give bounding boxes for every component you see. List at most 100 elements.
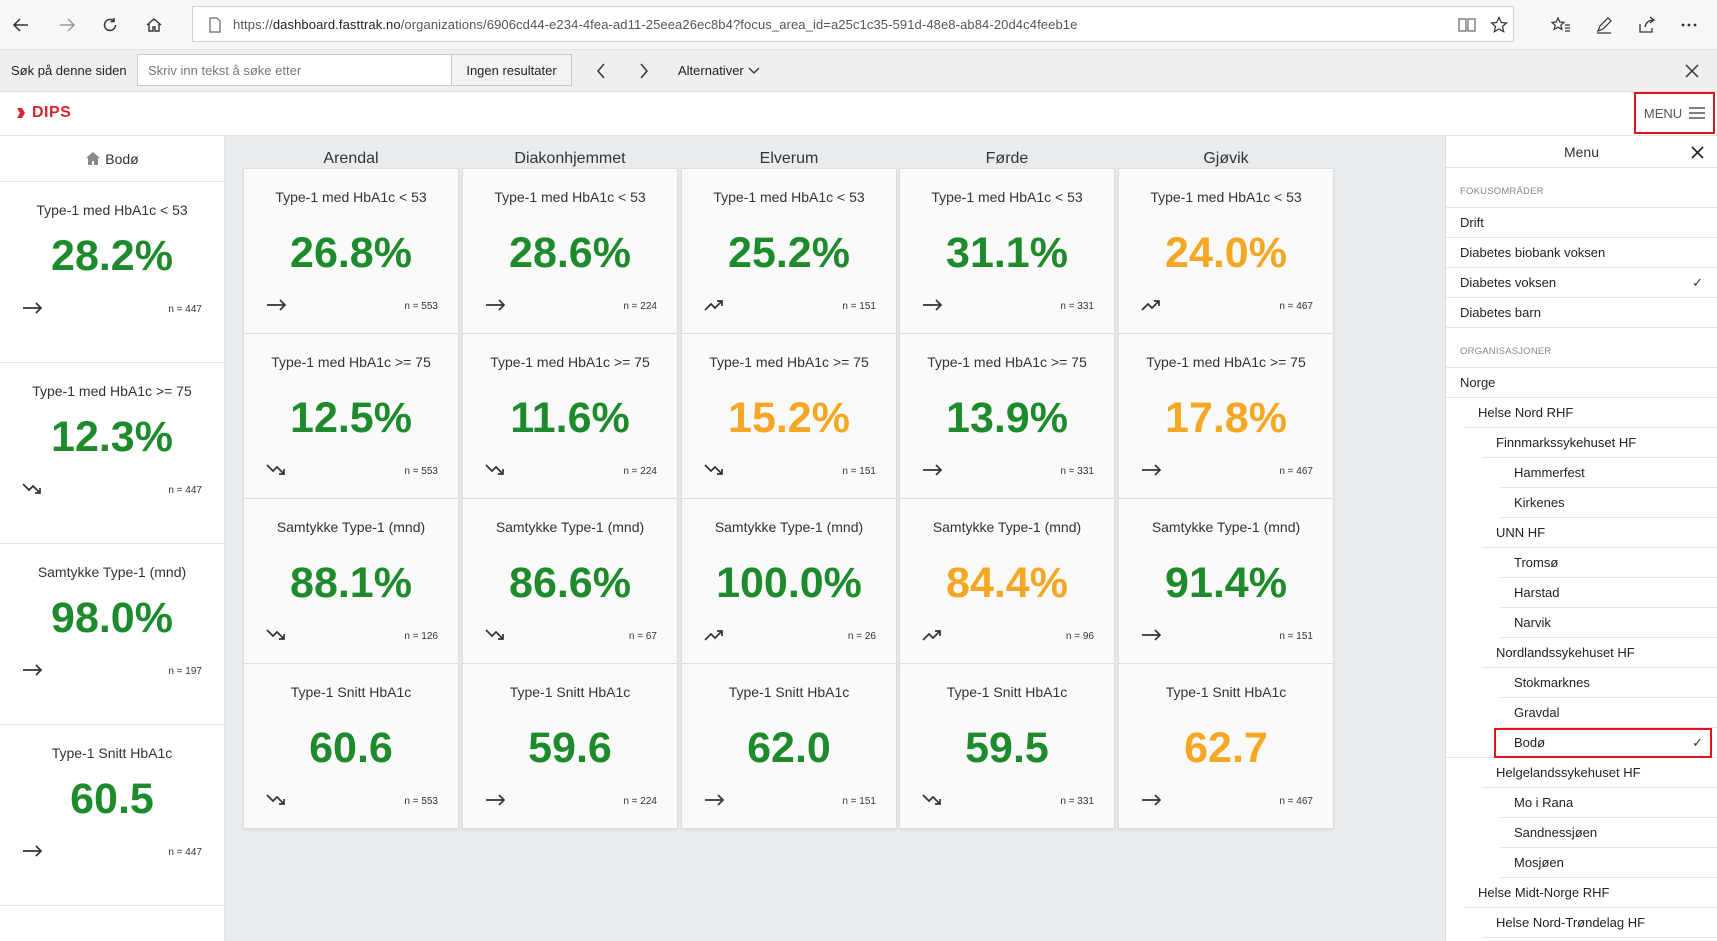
kpi-card[interactable]: Samtykke Type-1 (mnd) 86.6% n = 67 bbox=[462, 498, 678, 664]
forward-icon[interactable] bbox=[50, 8, 84, 42]
organization-item[interactable]: Helse Midt-Norge RHF bbox=[1464, 878, 1717, 908]
column-header[interactable]: Elverum bbox=[759, 150, 819, 167]
kpi-value: 24.0% bbox=[1165, 229, 1287, 277]
organization-item[interactable]: Mo i Rana bbox=[1500, 788, 1717, 818]
kpi-card[interactable]: Type-1 med HbA1c >= 75 12.5% n = 553 bbox=[243, 333, 459, 499]
trend-flat-icon bbox=[485, 792, 507, 808]
organization-item[interactable]: Hammerfest bbox=[1500, 458, 1717, 488]
find-input[interactable] bbox=[137, 54, 452, 86]
kpi-title: Type-1 med HbA1c >= 75 bbox=[490, 354, 650, 370]
refresh-icon[interactable] bbox=[93, 8, 127, 42]
column-header[interactable]: Diakonhjemmet bbox=[514, 150, 626, 167]
current-org-kpi-card[interactable]: Type-1 Snitt HbA1c 60.5 n = 447 bbox=[0, 725, 224, 906]
menu-item-label: Hammerfest bbox=[1514, 465, 1585, 480]
home-icon[interactable] bbox=[137, 8, 171, 42]
organization-item[interactable]: Bodø ✓ bbox=[1446, 728, 1717, 758]
kpi-card[interactable]: Type-1 Snitt HbA1c 60.6 n = 553 bbox=[243, 663, 459, 829]
kpi-card[interactable]: Type-1 med HbA1c >= 75 17.8% n = 467 bbox=[1118, 333, 1334, 499]
comparison-grid: Arendal Type-1 med HbA1c < 53 26.8% n = … bbox=[225, 136, 1445, 941]
find-close-icon[interactable] bbox=[1680, 59, 1704, 83]
organization-item[interactable]: Kirkenes bbox=[1500, 488, 1717, 518]
kpi-card[interactable]: Type-1 med HbA1c < 53 26.8% n = 553 bbox=[243, 168, 459, 334]
organization-item[interactable]: Mosjøen bbox=[1500, 848, 1717, 878]
kpi-card[interactable]: Samtykke Type-1 (mnd) 84.4% n = 96 bbox=[899, 498, 1115, 664]
favorite-star-icon[interactable] bbox=[1489, 15, 1509, 35]
address-bar[interactable]: https://dashboard.fasttrak.no/organizati… bbox=[192, 6, 1514, 42]
pen-icon[interactable] bbox=[1587, 8, 1621, 42]
home-icon bbox=[86, 152, 101, 165]
dips-logo[interactable]: DIPS bbox=[16, 104, 71, 122]
organization-item[interactable]: Narvik bbox=[1500, 608, 1717, 638]
focus-area-item[interactable]: Drift bbox=[1446, 208, 1717, 238]
trend-flat-icon bbox=[22, 300, 44, 316]
kpi-card[interactable]: Type-1 Snitt HbA1c 59.5 n = 331 bbox=[899, 663, 1115, 829]
organization-item[interactable]: Gravdal bbox=[1500, 698, 1717, 728]
kpi-card[interactable]: Type-1 med HbA1c < 53 24.0% n = 467 bbox=[1118, 168, 1334, 334]
organization-item[interactable]: Tromsø bbox=[1500, 548, 1717, 578]
checkmark-icon: ✓ bbox=[1692, 735, 1703, 750]
kpi-card[interactable]: Samtykke Type-1 (mnd) 88.1% n = 126 bbox=[243, 498, 459, 664]
organization-item[interactable]: Sandnessjøen bbox=[1500, 818, 1717, 848]
menu-item-label: Sandnessjøen bbox=[1514, 825, 1598, 840]
kpi-card[interactable]: Type-1 Snitt HbA1c 62.0 n = 151 bbox=[681, 663, 897, 829]
current-org-kpi-card[interactable]: Type-1 med HbA1c >= 75 12.3% n = 447 bbox=[0, 363, 224, 544]
menu-label: MENU bbox=[1643, 105, 1683, 121]
column-header[interactable]: Arendal bbox=[323, 150, 379, 167]
current-org-kpi-card[interactable]: Type-1 med HbA1c < 53 28.2% n = 447 bbox=[0, 182, 224, 363]
kpi-card[interactable]: Type-1 Snitt HbA1c 59.6 n = 224 bbox=[462, 663, 678, 829]
focus-area-item[interactable]: Diabetes barn bbox=[1446, 298, 1717, 328]
page-info-icon[interactable] bbox=[205, 15, 225, 35]
sample-size: n = 553 bbox=[404, 301, 438, 312]
sample-size: n = 447 bbox=[168, 847, 202, 858]
kpi-card[interactable]: Type-1 Snitt HbA1c 62.7 n = 467 bbox=[1118, 663, 1334, 829]
kpi-card[interactable]: Type-1 med HbA1c < 53 31.1% n = 331 bbox=[899, 168, 1115, 334]
browser-toolbar: https://dashboard.fasttrak.no/organizati… bbox=[0, 0, 1717, 50]
column-header[interactable]: Førde bbox=[985, 150, 1029, 167]
organization-item[interactable]: Stokmarknes bbox=[1500, 668, 1717, 698]
current-org-header[interactable]: Bodø bbox=[0, 136, 224, 182]
kpi-card[interactable]: Type-1 med HbA1c >= 75 13.9% n = 331 bbox=[899, 333, 1115, 499]
organization-item[interactable]: Helgelandssykehuset HF bbox=[1482, 758, 1717, 788]
menu-button[interactable]: MENU bbox=[1634, 92, 1715, 134]
kpi-card[interactable]: Type-1 med HbA1c >= 75 11.6% n = 224 bbox=[462, 333, 678, 499]
kpi-value: 28.6% bbox=[509, 229, 631, 277]
kpi-title: Samtykke Type-1 (mnd) bbox=[495, 519, 645, 535]
sample-size: n = 467 bbox=[1279, 796, 1313, 807]
column-header[interactable]: Gjøvik bbox=[1203, 150, 1249, 167]
kpi-card[interactable]: Samtykke Type-1 (mnd) 91.4% n = 151 bbox=[1118, 498, 1334, 664]
organization-item[interactable]: Helse Nord-Trøndelag HF bbox=[1482, 908, 1717, 938]
kpi-card[interactable]: Type-1 med HbA1c < 53 28.6% n = 224 bbox=[462, 168, 678, 334]
current-org-kpi-card[interactable]: Samtykke Type-1 (mnd) 98.0% n = 197 bbox=[0, 544, 224, 725]
sample-size: n = 126 bbox=[404, 631, 438, 642]
kpi-value: 88.1% bbox=[290, 559, 412, 607]
share-icon[interactable] bbox=[1630, 8, 1664, 42]
kpi-card[interactable]: Samtykke Type-1 (mnd) 100.0% n = 26 bbox=[681, 498, 897, 664]
find-options-button[interactable]: Alternativer bbox=[678, 63, 760, 78]
sample-size: n = 151 bbox=[842, 466, 876, 477]
kpi-title: Type-1 Snitt HbA1c bbox=[1165, 684, 1287, 700]
find-previous-icon[interactable] bbox=[589, 59, 613, 83]
organization-item[interactable]: Helse Nord RHF bbox=[1464, 398, 1717, 428]
find-next-icon[interactable] bbox=[632, 59, 656, 83]
organization-item[interactable]: Finnmarkssykehuset HF bbox=[1482, 428, 1717, 458]
back-icon[interactable] bbox=[4, 8, 38, 42]
menu-item-label: Narvik bbox=[1514, 615, 1551, 630]
more-icon[interactable] bbox=[1672, 8, 1706, 42]
menu-header: Menu bbox=[1446, 136, 1717, 168]
favorites-icon[interactable] bbox=[1544, 8, 1578, 42]
kpi-title: Type-1 med HbA1c >= 75 bbox=[1146, 354, 1306, 370]
focus-area-item[interactable]: Diabetes biobank voksen bbox=[1446, 238, 1717, 268]
organization-item[interactable]: Norge bbox=[1446, 368, 1717, 398]
kpi-title: Type-1 med HbA1c >= 75 bbox=[927, 354, 1087, 370]
kpi-card[interactable]: Type-1 med HbA1c >= 75 15.2% n = 151 bbox=[681, 333, 897, 499]
trend-flat-icon bbox=[22, 662, 44, 678]
organization-item[interactable]: UNN HF bbox=[1482, 518, 1717, 548]
find-result: Ingen resultater bbox=[452, 54, 572, 86]
kpi-title: Type-1 Snitt HbA1c bbox=[290, 684, 412, 700]
organization-item[interactable]: Nordlandssykehuset HF bbox=[1482, 638, 1717, 668]
reading-view-icon[interactable] bbox=[1457, 15, 1477, 35]
close-icon[interactable] bbox=[1687, 142, 1707, 162]
kpi-card[interactable]: Type-1 med HbA1c < 53 25.2% n = 151 bbox=[681, 168, 897, 334]
organization-item[interactable]: Harstad bbox=[1500, 578, 1717, 608]
focus-area-item[interactable]: Diabetes voksen ✓ bbox=[1446, 268, 1717, 298]
